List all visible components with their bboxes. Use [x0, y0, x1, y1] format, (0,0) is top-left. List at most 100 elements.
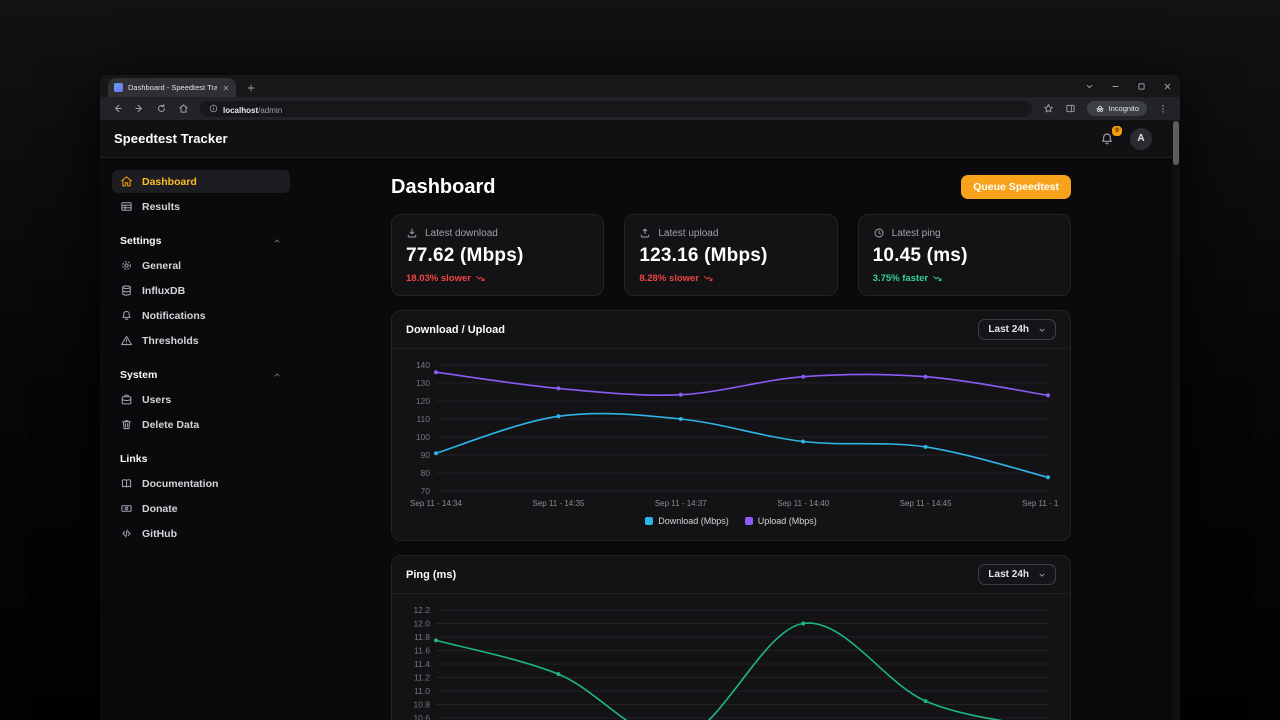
sidebar-item-github[interactable]: GitHub: [112, 522, 290, 545]
sidebar-group-settings[interactable]: Settings: [120, 235, 282, 247]
sidebar-item-results[interactable]: Results: [112, 195, 290, 218]
stat-card-upload: Latest upload 123.16 (Mbps) 8.28% slower: [624, 214, 837, 296]
stat-value: 123.16 (Mbps): [639, 245, 822, 267]
stat-delta: 3.75% faster: [873, 273, 1056, 284]
svg-text:140: 140: [416, 360, 430, 370]
svg-text:10.8: 10.8: [413, 699, 430, 709]
legend-swatch-icon: [745, 517, 753, 525]
maximize-button[interactable]: [1128, 77, 1154, 95]
stat-delta: 8.28% slower: [639, 273, 822, 284]
stat-card-download: Latest download 77.62 (Mbps) 18.03% slow…: [391, 214, 604, 296]
sidebar-item-label: Users: [142, 394, 171, 406]
stat-label: Latest ping: [892, 228, 941, 239]
scrollbar-thumb[interactable]: [1173, 121, 1179, 165]
minimize-button[interactable]: [1102, 77, 1128, 95]
sidebar-item-delete-data[interactable]: Delete Data: [112, 413, 290, 436]
sidebar-group-label: System: [120, 369, 157, 381]
topbar-actions: 0 A: [1099, 128, 1164, 150]
download-upload-chart-card: Download / Upload Last 24h 1401301201101…: [391, 310, 1071, 541]
chart-header: Download / Upload Last 24h: [392, 311, 1070, 349]
url-bar[interactable]: localhost/admin: [200, 101, 1032, 117]
sidebar-group-system[interactable]: System: [120, 369, 282, 381]
cog-icon: [120, 259, 133, 272]
svg-text:80: 80: [421, 468, 431, 478]
svg-text:70: 70: [421, 486, 431, 496]
svg-text:Sep 11 - 14:40: Sep 11 - 14:40: [777, 499, 829, 508]
sidebar-item-label: Thresholds: [142, 335, 199, 347]
stat-delta-text: 3.75% faster: [873, 273, 928, 284]
sidebar-item-label: General: [142, 260, 181, 272]
side-panel-icon[interactable]: [1062, 100, 1080, 118]
sidebar-item-thresholds[interactable]: Thresholds: [112, 329, 290, 352]
sidebar-item-dashboard[interactable]: Dashboard: [112, 170, 290, 193]
home-icon: [120, 175, 133, 188]
browser-tabstrip: Dashboard - Speedtest Tracker: [100, 75, 1180, 97]
svg-text:110: 110: [416, 414, 430, 424]
tab-search-button[interactable]: [1076, 77, 1102, 95]
sidebar-item-notifications[interactable]: Notifications: [112, 304, 290, 327]
chart-body: 12.212.011.811.611.411.211.010.810.610.4…: [392, 594, 1070, 720]
range-select[interactable]: Last 24h: [978, 564, 1056, 585]
svg-text:12.2: 12.2: [413, 605, 430, 615]
stat-value: 77.62 (Mbps): [406, 245, 589, 267]
chart-legend: Download (Mbps) Upload (Mbps): [406, 513, 1056, 534]
database-icon: [120, 284, 133, 297]
chart-body: 140130120110100908070Sep 11 - 14:34Sep 1…: [392, 349, 1070, 540]
page-scrollbar[interactable]: [1172, 120, 1180, 720]
window-controls: [1076, 77, 1180, 95]
browser-menu-icon[interactable]: [1154, 100, 1172, 118]
incognito-label: Incognito: [1109, 104, 1139, 113]
trending-down-icon: [475, 273, 486, 284]
chevron-down-icon: [1038, 326, 1046, 334]
app-layout: Dashboard Results Settings General Influ…: [100, 158, 1180, 720]
sidebar-item-users[interactable]: Users: [112, 388, 290, 411]
legend-swatch-icon: [645, 517, 653, 525]
stat-label: Latest upload: [658, 228, 718, 239]
briefcase-icon: [120, 393, 133, 406]
browser-tab[interactable]: Dashboard - Speedtest Tracker: [108, 78, 236, 97]
ping-chart-card: Ping (ms) Last 24h 12.212.011.811.611.41…: [391, 555, 1071, 720]
svg-text:11.8: 11.8: [414, 632, 430, 642]
forward-button[interactable]: [130, 100, 148, 118]
sidebar-item-documentation[interactable]: Documentation: [112, 472, 290, 495]
sidebar-item-label: GitHub: [142, 528, 177, 540]
legend-label: Upload (Mbps): [758, 516, 817, 526]
home-button[interactable]: [174, 100, 192, 118]
svg-text:11.0: 11.0: [414, 686, 430, 696]
app-topbar: Speedtest Tracker 0 A: [100, 120, 1180, 158]
legend-item: Upload (Mbps): [745, 516, 817, 526]
svg-text:Sep 11 - 14:34: Sep 11 - 14:34: [410, 499, 462, 508]
sidebar-item-donate[interactable]: Donate: [112, 497, 290, 520]
svg-text:12.0: 12.0: [413, 618, 430, 628]
close-window-button[interactable]: [1154, 77, 1180, 95]
sidebar-item-label: InfluxDB: [142, 285, 185, 297]
notifications-button[interactable]: 0: [1099, 131, 1115, 147]
tab-favicon-icon: [114, 83, 123, 92]
svg-text:Sep 11 - 14:45: Sep 11 - 14:45: [900, 499, 952, 508]
legend-item: Download (Mbps): [645, 516, 729, 526]
back-button[interactable]: [108, 100, 126, 118]
range-select-value: Last 24h: [988, 324, 1029, 335]
svg-text:10.6: 10.6: [413, 713, 430, 720]
reload-button[interactable]: [152, 100, 170, 118]
bookmark-star-icon[interactable]: [1040, 100, 1058, 118]
sidebar-item-label: Delete Data: [142, 419, 199, 431]
url-text: localhost/admin: [223, 100, 282, 118]
banknotes-icon: [120, 502, 133, 515]
site-info-icon[interactable]: [209, 104, 218, 113]
tab-close-icon[interactable]: [222, 84, 230, 92]
sidebar-item-influxdb[interactable]: InfluxDB: [112, 279, 290, 302]
sidebar-group-label: Links: [120, 453, 147, 465]
queue-speedtest-button[interactable]: Queue Speedtest: [961, 175, 1071, 199]
range-select-value: Last 24h: [988, 569, 1029, 580]
sidebar-item-general[interactable]: General: [112, 254, 290, 277]
notification-count-badge: 0: [1112, 126, 1122, 136]
avatar[interactable]: A: [1130, 128, 1152, 150]
stat-card-ping: Latest ping 10.45 (ms) 3.75% faster: [858, 214, 1071, 296]
new-tab-button[interactable]: [246, 83, 256, 93]
svg-text:11.2: 11.2: [414, 672, 430, 682]
bell-icon: [120, 309, 133, 322]
range-select[interactable]: Last 24h: [978, 319, 1056, 340]
tab-title: Dashboard - Speedtest Tracker: [128, 83, 217, 92]
browser-toolbar: localhost/admin Incognito: [100, 97, 1180, 120]
